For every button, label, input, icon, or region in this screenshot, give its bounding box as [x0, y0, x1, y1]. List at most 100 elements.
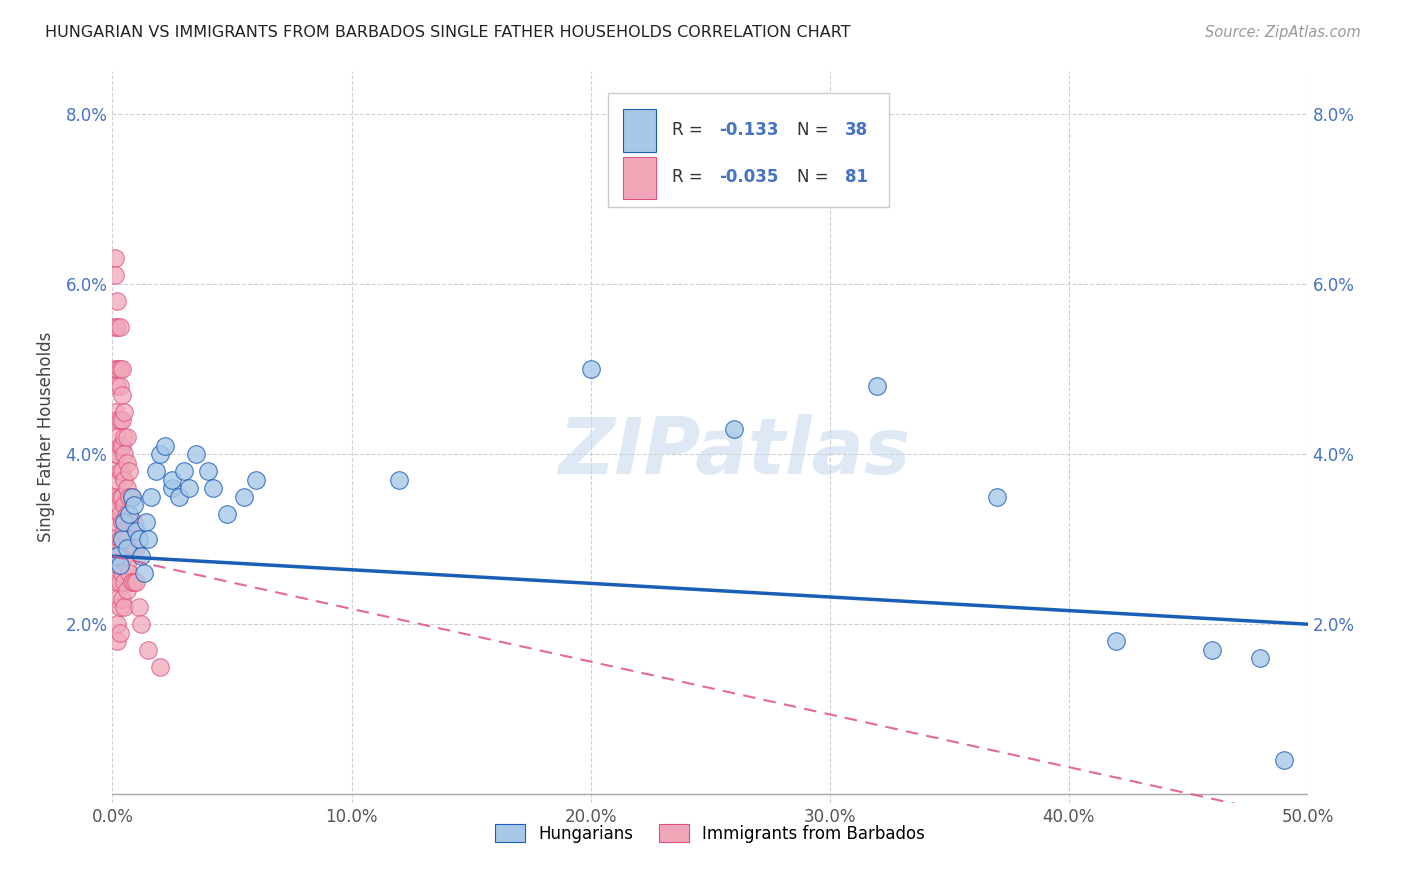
Point [111, 532, 134, 546]
Point [177, 481, 200, 495]
Point [114, 515, 135, 529]
Point [723, 421, 745, 435]
Point [121, 490, 143, 504]
Legend: Hungarians, Immigrants from Barbados: Hungarians, Immigrants from Barbados [489, 818, 931, 849]
Point [105, 591, 128, 606]
Point [108, 549, 131, 563]
Point [122, 515, 145, 529]
Point [111, 541, 134, 555]
Point [104, 490, 127, 504]
Point [115, 532, 138, 546]
Point [128, 600, 150, 615]
Point [105, 549, 128, 563]
Point [579, 362, 602, 376]
Point [197, 464, 219, 478]
Point [108, 507, 131, 521]
Point [108, 490, 131, 504]
Point [104, 404, 127, 418]
Point [105, 558, 128, 572]
Point [149, 447, 172, 461]
Text: 38: 38 [845, 121, 868, 139]
Point [111, 515, 134, 529]
Point [162, 481, 183, 495]
Point [1272, 753, 1295, 767]
Point [149, 659, 172, 673]
Point [118, 515, 141, 529]
Point [1105, 634, 1128, 648]
Point [111, 413, 134, 427]
Text: N =: N = [797, 121, 834, 139]
Point [104, 532, 127, 546]
Point [114, 473, 135, 487]
Point [1249, 651, 1271, 665]
Point [125, 574, 148, 589]
Point [122, 574, 145, 589]
Text: N =: N = [797, 169, 834, 186]
Point [125, 541, 148, 555]
Point [114, 498, 135, 512]
Text: ZIPatlas: ZIPatlas [558, 414, 910, 490]
Point [105, 498, 128, 512]
Point [1201, 642, 1223, 657]
Point [129, 549, 152, 563]
Point [118, 507, 141, 521]
Y-axis label: Single Father Households: Single Father Households [37, 332, 55, 542]
Point [105, 515, 128, 529]
Text: R =: R = [672, 169, 707, 186]
Point [108, 600, 131, 615]
Point [105, 379, 128, 393]
FancyBboxPatch shape [623, 110, 657, 152]
FancyBboxPatch shape [609, 94, 889, 207]
Point [114, 447, 135, 461]
Point [105, 447, 128, 461]
Point [114, 524, 135, 538]
Point [111, 439, 134, 453]
Point [138, 642, 160, 657]
Point [105, 362, 128, 376]
Point [115, 481, 138, 495]
Point [129, 617, 152, 632]
Point [115, 541, 138, 555]
Point [105, 319, 128, 334]
Point [108, 625, 131, 640]
Point [388, 473, 411, 487]
FancyBboxPatch shape [623, 157, 657, 200]
Point [121, 574, 143, 589]
Point [111, 490, 134, 504]
Point [217, 507, 239, 521]
Point [169, 490, 191, 504]
Point [111, 362, 134, 376]
Point [115, 558, 138, 572]
Point [114, 574, 135, 589]
Point [104, 447, 127, 461]
Point [173, 464, 195, 478]
Point [105, 473, 128, 487]
Point [135, 515, 157, 529]
Text: HUNGARIAN VS IMMIGRANTS FROM BARBADOS SINGLE FATHER HOUSEHOLDS CORRELATION CHART: HUNGARIAN VS IMMIGRANTS FROM BARBADOS SI… [45, 25, 851, 40]
Point [111, 591, 134, 606]
Point [108, 439, 131, 453]
Point [201, 481, 224, 495]
Point [186, 447, 208, 461]
Text: 81: 81 [845, 169, 868, 186]
Point [118, 541, 141, 555]
Point [121, 515, 143, 529]
Point [104, 252, 127, 266]
Point [108, 574, 131, 589]
Point [105, 574, 128, 589]
Text: R =: R = [672, 121, 707, 139]
Point [121, 541, 143, 555]
Point [132, 566, 155, 581]
Point [108, 558, 131, 572]
Point [111, 566, 134, 581]
Point [121, 490, 143, 504]
Point [233, 490, 256, 504]
Point [114, 404, 135, 418]
Point [115, 583, 138, 598]
Point [105, 617, 128, 632]
Text: -0.035: -0.035 [720, 169, 779, 186]
Point [111, 464, 134, 478]
Point [115, 456, 138, 470]
Point [122, 498, 145, 512]
Point [138, 532, 160, 546]
